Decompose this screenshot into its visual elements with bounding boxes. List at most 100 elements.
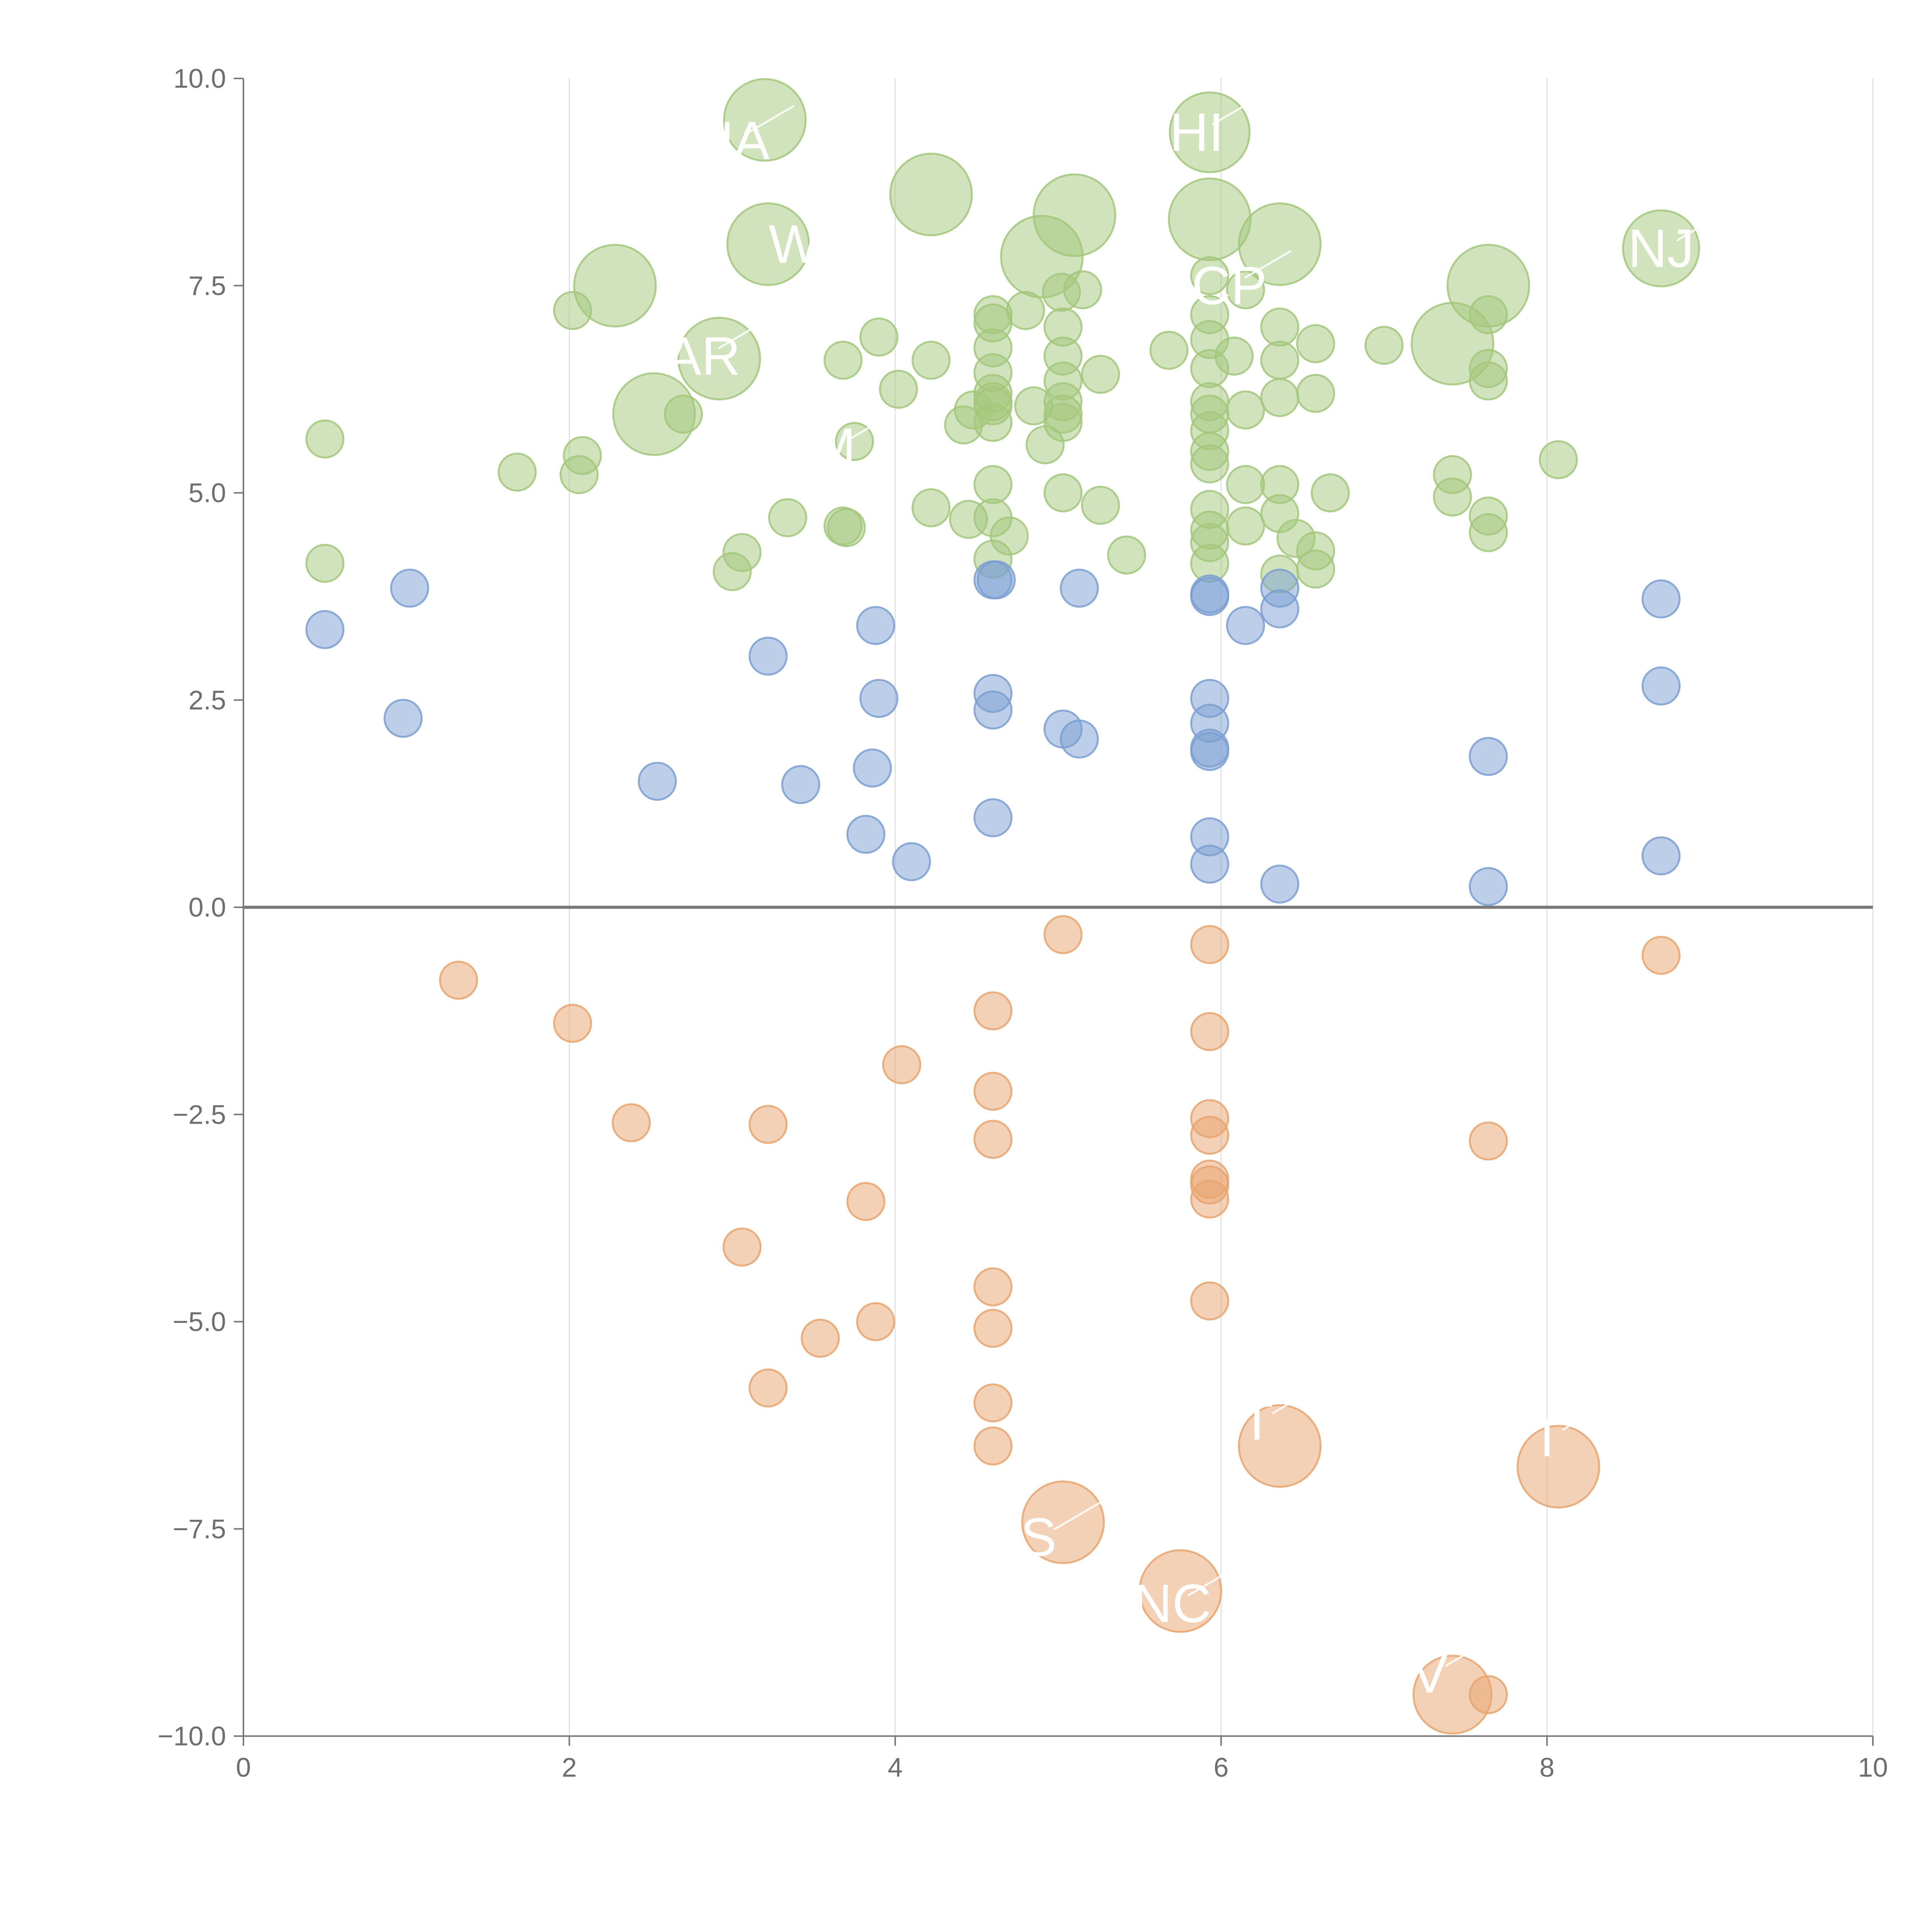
point-label: V	[1412, 1643, 1447, 1704]
mid-data-point	[1260, 864, 1299, 904]
low-data-point	[439, 961, 478, 1000]
point-label: AR	[665, 326, 740, 386]
high-data-point	[827, 508, 866, 548]
high-data-point	[722, 533, 762, 572]
high-data-point	[912, 340, 951, 380]
low-data-point	[856, 1302, 895, 1341]
label-leader-line	[747, 105, 795, 134]
low-data-point	[882, 1045, 922, 1085]
point-label: T	[1531, 1407, 1564, 1468]
low-data-point	[1138, 1549, 1222, 1633]
low-data-point	[1190, 1281, 1230, 1321]
low-data-point	[748, 1368, 788, 1408]
high-data-point	[1000, 215, 1084, 299]
low-data-point	[553, 1003, 592, 1043]
x-tick-label: 10	[1858, 1752, 1888, 1782]
high-data-point	[1469, 513, 1508, 552]
mid-data-point	[859, 679, 899, 718]
low-data-point	[973, 991, 1013, 1031]
high-data-point	[1539, 440, 1578, 480]
low-data-point	[973, 1309, 1013, 1348]
label-leader-line	[718, 320, 765, 349]
high-data-point	[1081, 355, 1120, 394]
y-tick-label: −10.0	[158, 1721, 226, 1751]
mid-data-point	[1060, 719, 1099, 759]
ticks: 0 2 4 6 8 10 10.0 7.5 5.0 2.5 0.0 −2.5 −5.0 −7.5 −10.0	[158, 63, 1888, 1782]
low-data-point	[1021, 1480, 1105, 1564]
low-data-point	[1190, 1012, 1230, 1051]
high-data-point	[1226, 506, 1265, 546]
high-data-point	[497, 452, 537, 492]
mid-data-point	[781, 765, 820, 804]
mid-data-point	[1190, 577, 1230, 616]
point-label: HI	[1170, 102, 1224, 162]
high-data-point	[1226, 270, 1265, 310]
label-leader-line	[1244, 250, 1292, 279]
high-data-point	[1433, 477, 1472, 517]
low-data-point	[1190, 1116, 1230, 1155]
high-data-point	[1149, 331, 1189, 370]
low-data-point	[1238, 1404, 1322, 1488]
high-data-point	[889, 153, 973, 236]
label-leader-line	[1676, 213, 1724, 242]
y-tick-label: −2.5	[173, 1099, 226, 1129]
low-data-point	[1469, 1121, 1508, 1161]
label-leader-line	[848, 412, 896, 440]
mid-data-point	[973, 690, 1013, 730]
high-data-point	[612, 372, 696, 456]
mid-data-point	[1641, 666, 1681, 706]
high-data-point	[1260, 378, 1299, 417]
point-label: S	[1020, 1507, 1056, 1567]
high-data-point	[677, 316, 761, 401]
mid-data-point	[638, 762, 677, 801]
high-data-point	[1081, 486, 1120, 525]
label-leader-line	[1053, 1502, 1101, 1531]
label-leader-line	[1444, 1638, 1492, 1667]
low-data-point	[1043, 915, 1083, 954]
low-data-point	[846, 1182, 886, 1221]
high-data-point	[859, 317, 899, 357]
low-data-point	[973, 1071, 1013, 1111]
low-data-point	[973, 1383, 1013, 1423]
label-leader-line	[1562, 1402, 1609, 1431]
mid-data-point	[1469, 737, 1508, 776]
mid-data-point	[383, 699, 423, 738]
high-data-point	[1226, 465, 1265, 504]
high-data-point	[973, 465, 1013, 504]
low-data-point	[1412, 1655, 1493, 1735]
high-data-point	[1226, 390, 1265, 430]
mid-data-point	[390, 568, 429, 608]
point-label: M	[811, 417, 856, 478]
mid-data-point	[1641, 836, 1681, 876]
high-data-point	[1214, 337, 1254, 376]
low-data-point	[1190, 1179, 1230, 1219]
high-data-point	[1410, 302, 1495, 386]
high-data-point	[1296, 549, 1335, 589]
low-data-point	[612, 1103, 651, 1143]
x-tick-label: 8	[1539, 1752, 1554, 1782]
low-data-point	[973, 1120, 1013, 1159]
low-data-point	[1641, 935, 1681, 975]
point-label: W	[769, 214, 820, 274]
mid-data-point	[1469, 867, 1508, 906]
point-label: NC	[1133, 1573, 1211, 1634]
y-tick-label: 10.0	[173, 63, 226, 94]
high-data-point	[835, 422, 874, 461]
y-tick-label: 5.0	[189, 478, 226, 508]
high-data-point	[305, 544, 345, 583]
mid-data-point	[892, 842, 931, 881]
mid-data-point	[973, 798, 1013, 837]
high-data-point	[726, 202, 810, 286]
high-data-point	[990, 516, 1029, 556]
high-data-point	[912, 488, 951, 527]
high-data-point	[823, 340, 863, 380]
mid-data-point	[846, 815, 886, 854]
point-label: NA	[695, 110, 770, 171]
mid-data-point	[305, 610, 345, 649]
low-data-point	[1190, 925, 1230, 964]
label-leader-line	[1187, 1568, 1235, 1597]
high-data-point	[879, 369, 918, 409]
high-data-point	[1296, 324, 1335, 363]
high-data-point	[1296, 374, 1335, 413]
